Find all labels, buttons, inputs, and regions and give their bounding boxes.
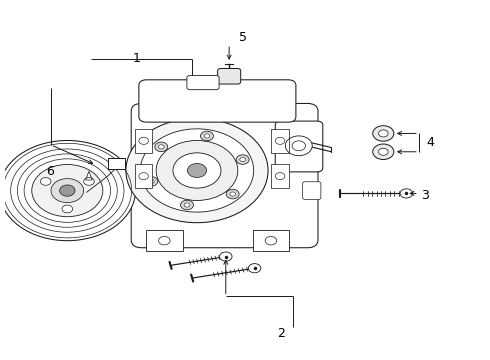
Circle shape (226, 189, 239, 199)
FancyBboxPatch shape (135, 129, 152, 153)
Circle shape (220, 252, 232, 261)
Circle shape (62, 205, 73, 213)
Circle shape (200, 131, 214, 141)
Circle shape (204, 134, 210, 138)
Circle shape (140, 129, 254, 212)
Circle shape (378, 130, 388, 137)
FancyBboxPatch shape (108, 158, 125, 169)
FancyBboxPatch shape (146, 230, 183, 251)
Text: 1: 1 (133, 52, 141, 65)
Circle shape (156, 140, 238, 201)
Circle shape (240, 157, 245, 162)
Circle shape (248, 264, 261, 273)
FancyBboxPatch shape (303, 182, 321, 199)
Circle shape (145, 177, 158, 186)
Circle shape (236, 155, 249, 164)
Circle shape (32, 165, 103, 217)
Circle shape (158, 145, 164, 149)
Circle shape (373, 126, 394, 141)
Circle shape (155, 142, 168, 152)
Circle shape (184, 203, 190, 207)
Circle shape (230, 192, 236, 196)
Circle shape (400, 189, 413, 198)
Text: 4: 4 (426, 136, 434, 149)
Circle shape (40, 177, 51, 185)
Text: 2: 2 (277, 327, 285, 340)
Circle shape (84, 177, 94, 185)
Circle shape (373, 144, 394, 159)
Circle shape (378, 148, 388, 155)
Circle shape (0, 140, 136, 241)
Circle shape (180, 200, 194, 210)
Circle shape (126, 118, 268, 223)
Circle shape (173, 153, 221, 188)
Circle shape (187, 163, 207, 177)
Circle shape (60, 185, 75, 196)
Text: 3: 3 (421, 189, 429, 202)
FancyBboxPatch shape (139, 80, 296, 122)
FancyBboxPatch shape (253, 230, 289, 251)
FancyBboxPatch shape (271, 164, 289, 188)
FancyBboxPatch shape (275, 121, 323, 172)
FancyBboxPatch shape (271, 129, 289, 153)
FancyBboxPatch shape (135, 164, 152, 188)
Circle shape (148, 179, 154, 184)
Text: 5: 5 (239, 31, 246, 44)
FancyBboxPatch shape (187, 76, 219, 90)
Text: 6: 6 (47, 165, 54, 178)
Circle shape (51, 179, 84, 203)
FancyBboxPatch shape (131, 103, 318, 248)
FancyBboxPatch shape (218, 68, 241, 84)
